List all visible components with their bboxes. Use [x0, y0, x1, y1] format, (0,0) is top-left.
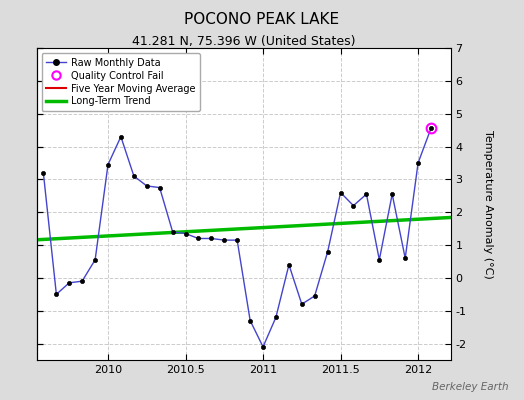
Raw Monthly Data — [118, 134, 124, 139]
Raw Monthly Data — [92, 258, 99, 262]
Raw Monthly Data — [273, 315, 279, 320]
Raw Monthly Data — [53, 292, 60, 297]
Raw Monthly Data — [144, 184, 150, 188]
Text: POCONO PEAK LAKE: POCONO PEAK LAKE — [184, 12, 340, 27]
Raw Monthly Data — [157, 185, 163, 190]
Raw Monthly Data — [195, 236, 202, 241]
Raw Monthly Data — [40, 170, 47, 175]
Legend: Raw Monthly Data, Quality Control Fail, Five Year Moving Average, Long-Term Tren: Raw Monthly Data, Quality Control Fail, … — [41, 53, 200, 111]
Text: Berkeley Earth: Berkeley Earth — [432, 382, 508, 392]
Raw Monthly Data — [324, 249, 331, 254]
Raw Monthly Data — [234, 238, 241, 242]
Y-axis label: Temperature Anomaly (°C): Temperature Anomaly (°C) — [483, 130, 493, 278]
Raw Monthly Data — [299, 302, 305, 306]
Raw Monthly Data — [79, 279, 85, 284]
Raw Monthly Data — [350, 203, 356, 208]
Line: Raw Monthly Data: Raw Monthly Data — [41, 126, 433, 349]
Raw Monthly Data — [169, 230, 176, 234]
Raw Monthly Data — [66, 280, 72, 285]
Raw Monthly Data — [105, 162, 111, 167]
Raw Monthly Data — [131, 174, 137, 178]
Raw Monthly Data — [415, 160, 421, 165]
Title: 41.281 N, 75.396 W (United States): 41.281 N, 75.396 W (United States) — [132, 35, 355, 48]
Raw Monthly Data — [312, 294, 318, 298]
Raw Monthly Data — [221, 238, 227, 242]
Raw Monthly Data — [260, 344, 266, 349]
Raw Monthly Data — [363, 192, 369, 196]
Raw Monthly Data — [286, 262, 292, 267]
Raw Monthly Data — [428, 126, 434, 131]
Raw Monthly Data — [247, 318, 253, 323]
Raw Monthly Data — [376, 258, 383, 262]
Raw Monthly Data — [337, 190, 344, 195]
Raw Monthly Data — [208, 236, 214, 241]
Raw Monthly Data — [389, 192, 395, 196]
Raw Monthly Data — [402, 256, 408, 260]
Raw Monthly Data — [182, 231, 189, 236]
